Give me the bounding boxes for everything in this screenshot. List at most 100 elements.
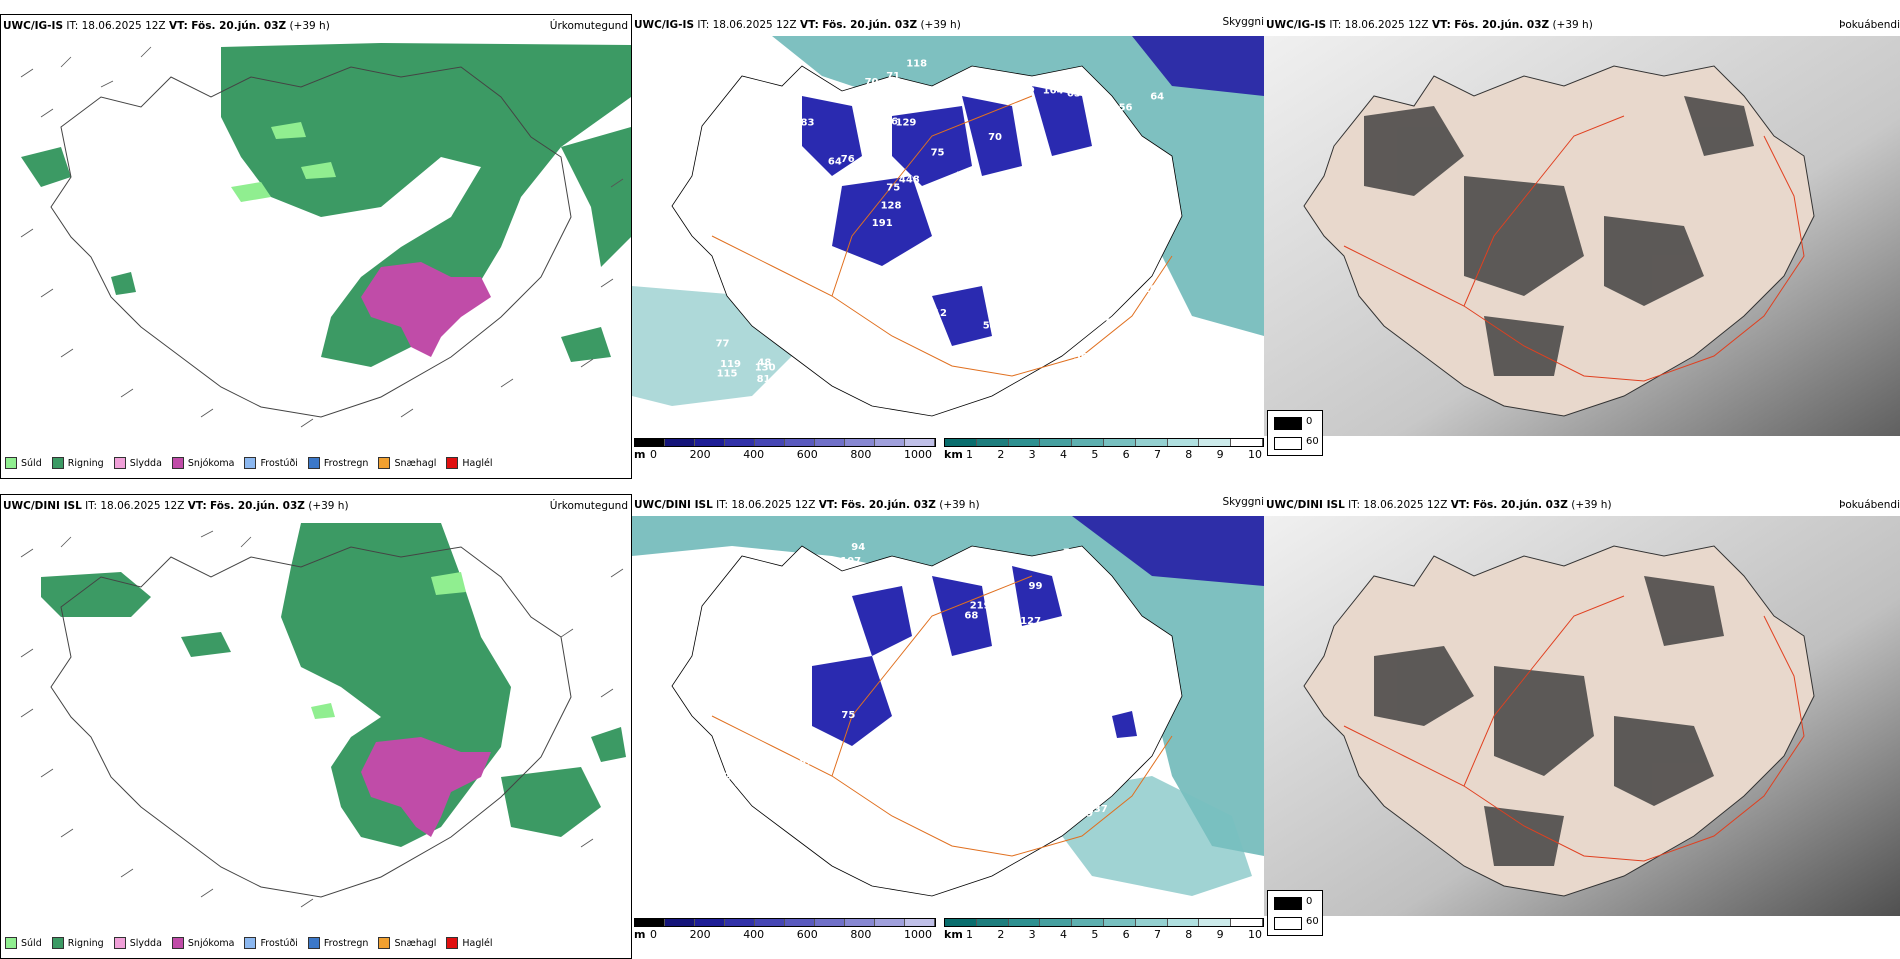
legend-swatch bbox=[378, 457, 391, 469]
colorbar-tick: 3 bbox=[1028, 448, 1036, 461]
colorbar-segment bbox=[755, 919, 785, 926]
fog-legend-high: 60 bbox=[1306, 436, 1319, 447]
panel-title: Úrkomutegund bbox=[549, 500, 628, 512]
visibility-value: 128 bbox=[881, 201, 902, 212]
legend-label: Snæhagl bbox=[394, 937, 437, 949]
legend-item: Frostúði bbox=[244, 457, 298, 469]
low-cloud-area bbox=[1132, 36, 1264, 96]
fog-shading bbox=[1364, 96, 1754, 376]
visibility-value: 70 bbox=[865, 77, 879, 88]
legend-item: Súld bbox=[5, 457, 42, 469]
legend-item: Rigning bbox=[51, 457, 104, 469]
visibility-panel-top: UWC/IG-IS IT: 18.06.2025 12Z VT: Fös. 20… bbox=[632, 14, 1264, 479]
colorbar-tick: 1 bbox=[966, 448, 973, 461]
legend-item: Snjókoma bbox=[171, 937, 235, 949]
visibility-value: 54 bbox=[983, 320, 997, 331]
panel-title-bar: UWC/IG-IS IT: 18.06.2025 12Z VT: Fös. 20… bbox=[1, 15, 631, 37]
visibility-value: 131 bbox=[789, 325, 810, 336]
colorbar-segment bbox=[1167, 919, 1200, 926]
legend-label: Haglél bbox=[462, 937, 493, 949]
legend-item: Haglél bbox=[446, 457, 493, 469]
vt-label: VT: bbox=[799, 19, 819, 31]
visibility-value: 181 bbox=[740, 649, 761, 660]
colorbar-tick: 0 bbox=[650, 928, 657, 941]
colorbar-segment bbox=[845, 919, 875, 926]
precip-panel-top: UWC/IG-IS IT: 18.06.2025 12Z VT: Fös. 20… bbox=[0, 14, 632, 479]
model-name: UWC/IG-IS bbox=[1266, 19, 1327, 31]
fog-legend: 0 60 bbox=[1267, 410, 1323, 456]
visibility-value: 71 bbox=[802, 348, 816, 359]
legend-label: Frostregn bbox=[323, 937, 369, 949]
visibility-value: 68 bbox=[964, 610, 978, 621]
colorbar-segment bbox=[945, 919, 977, 926]
visibility-value: 75 bbox=[931, 148, 945, 159]
colorbar-segment bbox=[875, 439, 905, 446]
colorbar-tick: 6 bbox=[1122, 928, 1130, 941]
legend-item: Slydda bbox=[113, 937, 162, 949]
fog-legend-light bbox=[1274, 917, 1302, 930]
visibility-value: 69 bbox=[778, 168, 792, 179]
visibility-value: 332 bbox=[966, 70, 987, 81]
colorbar-tick: 2 bbox=[997, 448, 1005, 461]
colorbar-segment bbox=[1135, 919, 1168, 926]
visibility-value: 39 bbox=[934, 370, 948, 381]
colorbar-tick: 4 bbox=[1059, 448, 1067, 461]
visibility-value: 42 bbox=[1004, 265, 1018, 276]
colorbar-tick: 10 bbox=[1247, 928, 1262, 941]
snow-area bbox=[361, 262, 491, 357]
legend-swatch bbox=[307, 937, 320, 949]
vt-label: VT: bbox=[168, 20, 188, 32]
visibility-value: 94 bbox=[785, 137, 799, 148]
it-label: IT: bbox=[716, 499, 729, 511]
visibility-value: 102 bbox=[742, 841, 763, 852]
legend-swatch bbox=[446, 937, 459, 949]
fog-panel-bottom: UWC/DINI ISL IT: 18.06.2025 12Z VT: Fös.… bbox=[1264, 494, 1900, 959]
visibility-value: 547 bbox=[1112, 669, 1133, 680]
panel-title-bar: UWC/DINI ISL IT: 18.06.2025 12Z VT: Fös.… bbox=[632, 494, 1264, 516]
visibility-value: 60 bbox=[785, 308, 799, 319]
it-label: IT: bbox=[1348, 499, 1361, 511]
legend-label: Snjókoma bbox=[187, 937, 235, 949]
lead-time: (+39 h) bbox=[1552, 19, 1593, 31]
visibility-value: 115 bbox=[717, 369, 738, 380]
legend-swatch bbox=[244, 457, 257, 469]
visibility-value: 282 bbox=[899, 672, 920, 683]
visibility-unit: km bbox=[944, 928, 963, 941]
model-name: UWC/IG-IS bbox=[3, 20, 64, 32]
colorbar-segment bbox=[905, 919, 935, 926]
valid-time: Fös. 20.jún. 03Z bbox=[191, 20, 287, 32]
colorbar-segment bbox=[815, 439, 845, 446]
fog-legend-light bbox=[1274, 437, 1302, 450]
legend-label: Rigning bbox=[67, 457, 104, 469]
model-name: UWC/IG-IS bbox=[634, 19, 695, 31]
visibility-panel-bottom: UWC/DINI ISL IT: 18.06.2025 12Z VT: Fös.… bbox=[632, 494, 1264, 959]
visibility-value: 58 bbox=[737, 296, 751, 307]
visibility-value: 312 bbox=[926, 308, 947, 319]
visibility-value: 127 bbox=[735, 184, 756, 195]
visibility-labels: 94 99 67 75 123 142 568 127 126 68 65 102 107 75 16663… bbox=[710, 542, 1176, 866]
colorbar-segment bbox=[1231, 439, 1263, 446]
wind-barbs bbox=[20, 530, 624, 908]
colorbar-segment bbox=[695, 439, 725, 446]
visibility-value: 77 bbox=[716, 338, 730, 349]
colorbar-tick: 600 bbox=[796, 928, 818, 941]
visibility-value: 67 bbox=[1149, 672, 1163, 683]
legend-swatch bbox=[5, 937, 17, 949]
colorbar-segment bbox=[635, 919, 665, 926]
visibility-value: 60 bbox=[749, 696, 763, 707]
panel-title: Skyggni bbox=[1222, 496, 1265, 508]
valid-time: Fös. 20.jún. 03Z bbox=[841, 499, 936, 511]
drizzle-area bbox=[231, 122, 336, 202]
fog-panel-top: UWC/IG-IS IT: 18.06.2025 12Z VT: Fös. 20… bbox=[1264, 14, 1900, 479]
legend-label: Snjókoma bbox=[187, 457, 235, 469]
precip-map bbox=[20, 523, 626, 908]
colorbar-segment bbox=[1040, 919, 1073, 926]
visibility-value: 79 bbox=[1063, 547, 1077, 558]
visibility-value: 68 bbox=[1023, 247, 1037, 258]
colorbar-tick: 8 bbox=[1185, 928, 1193, 941]
colorbar-segment bbox=[1008, 919, 1041, 926]
visibility-value: 59 bbox=[899, 806, 913, 817]
panel-title: Úrkomutegund bbox=[549, 20, 628, 32]
colorbar-segment bbox=[905, 439, 935, 446]
visibility-map: 94 99 67 75 123 142 568 127 126 68 65 102 107 75 16663… bbox=[632, 516, 1264, 916]
